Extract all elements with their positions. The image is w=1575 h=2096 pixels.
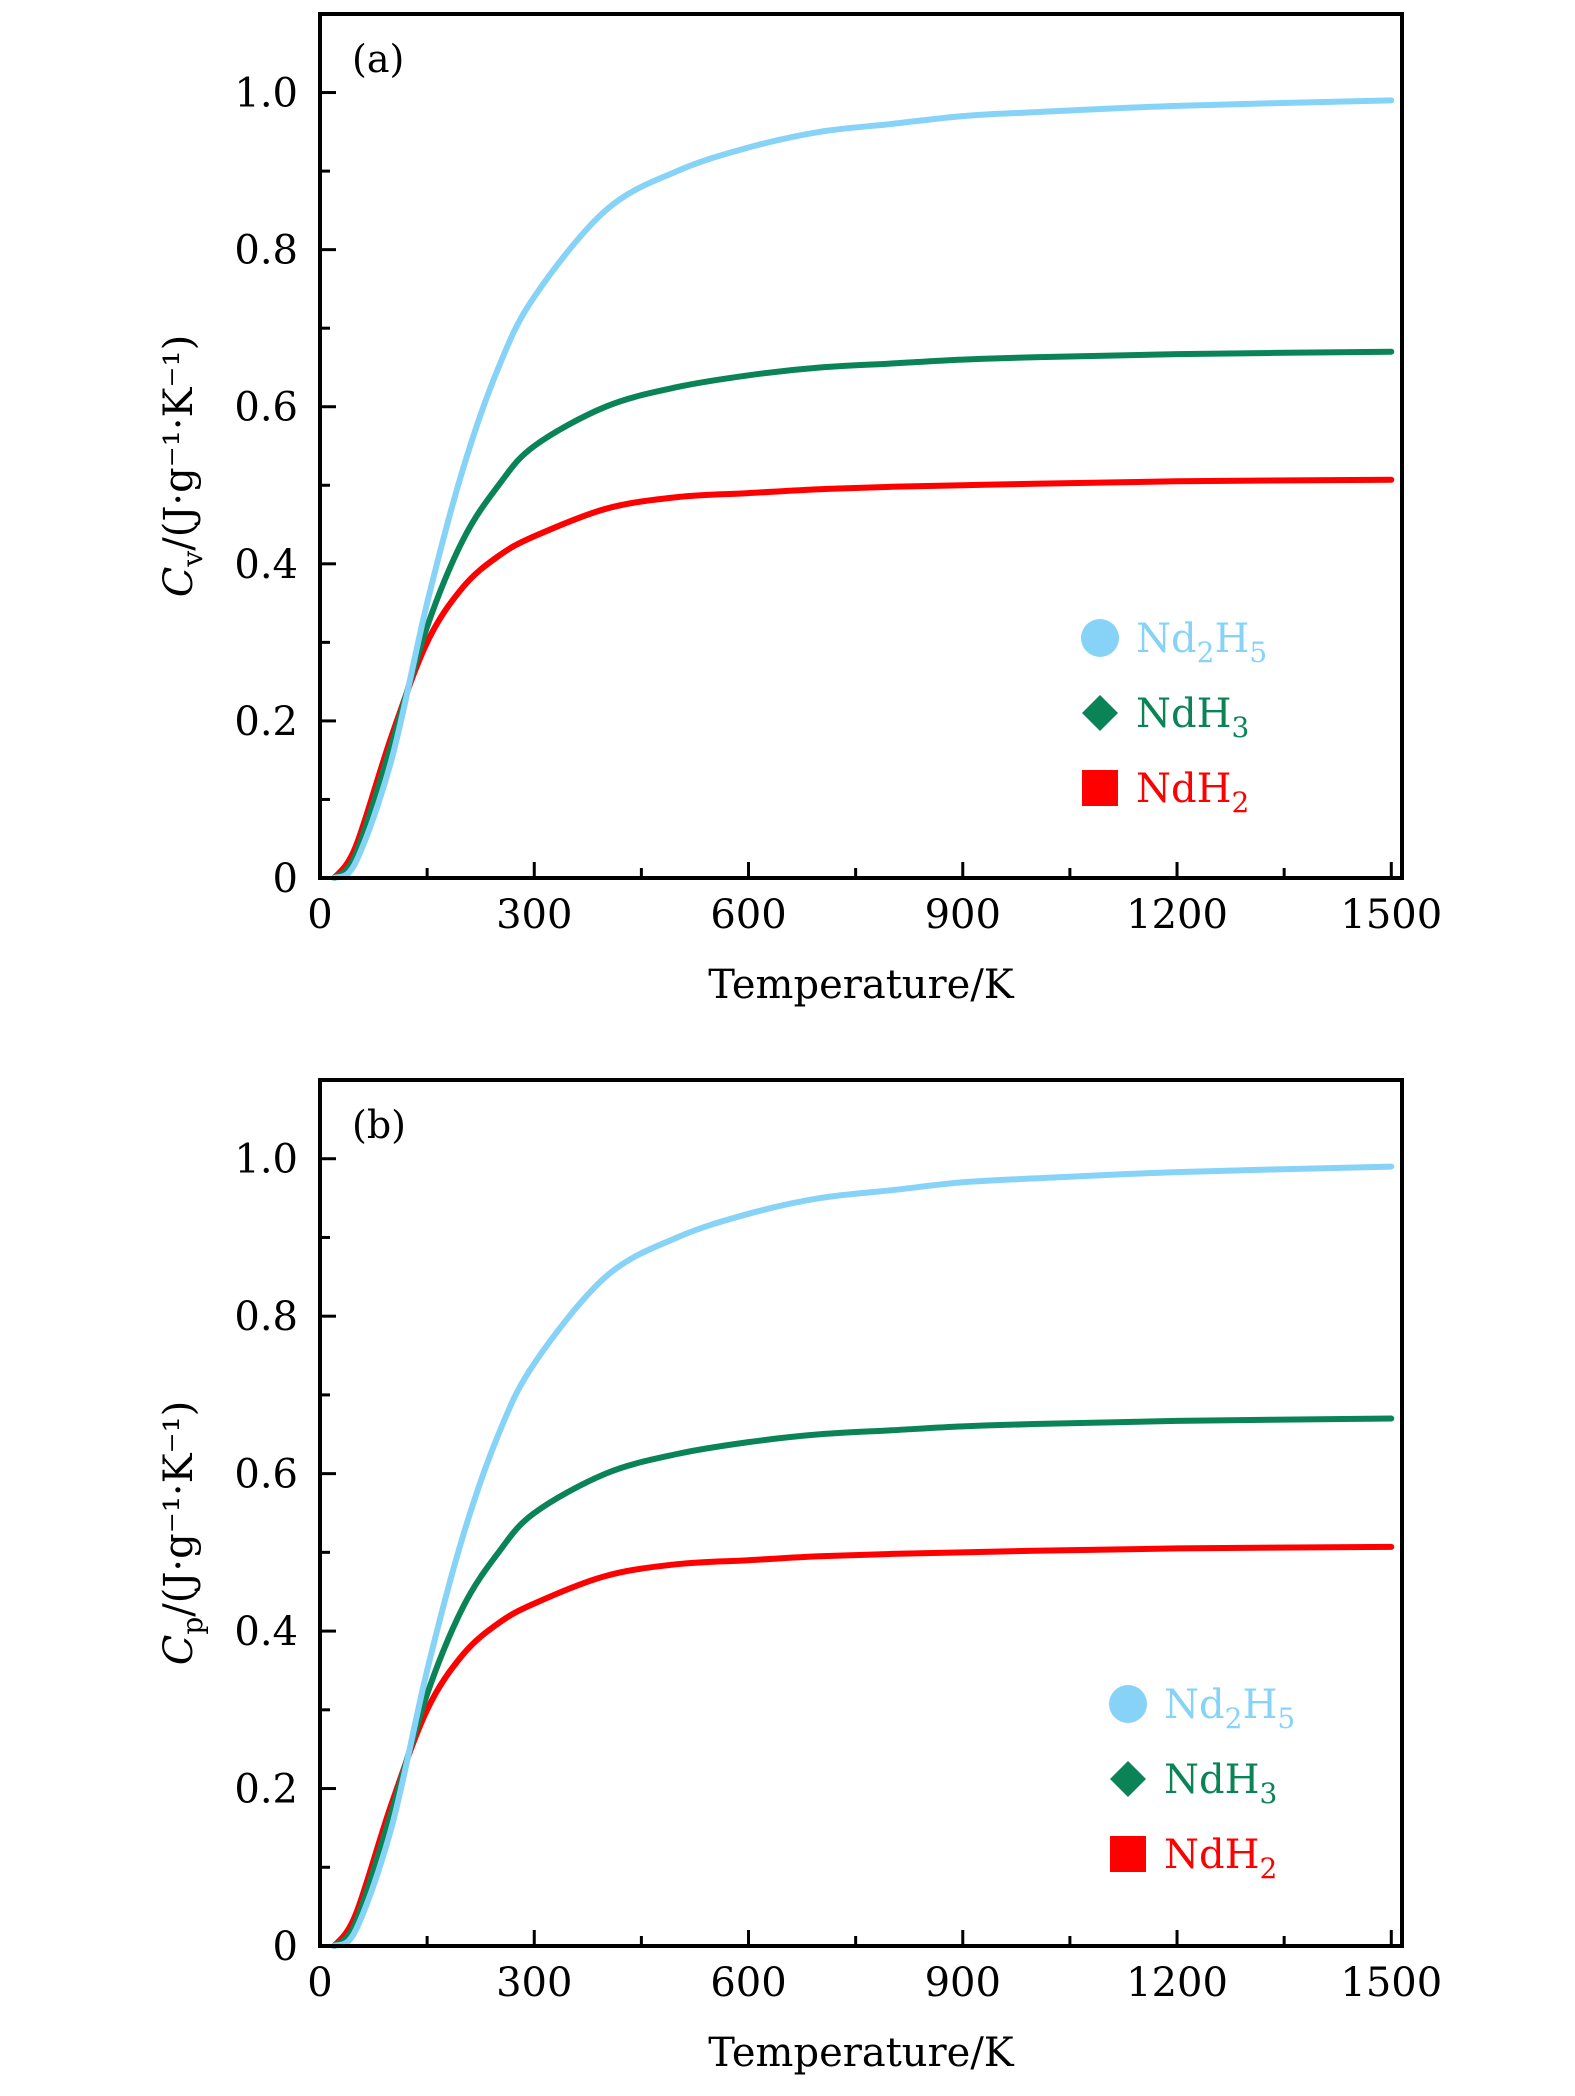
- y-tick-label: 0.6: [234, 385, 298, 431]
- legend-item-NdH3: NdH3: [1082, 691, 1249, 744]
- x-tick-label: 900: [925, 1960, 1001, 2006]
- legend-label: NdH3: [1164, 1757, 1277, 1810]
- square-marker-icon: [1082, 770, 1118, 806]
- diamond-marker-icon: [1082, 695, 1118, 731]
- legend: Nd2H5 NdH3 NdH2: [1109, 1682, 1295, 1885]
- x-tick-label: 600: [710, 892, 786, 938]
- x-tick-label: 900: [925, 892, 1001, 938]
- plot-frame: [318, 1078, 1404, 1948]
- legend-item-Nd2H5: Nd2H5: [1109, 1682, 1295, 1735]
- panel-label: (b): [352, 1103, 406, 1147]
- y-tick-label: 0.8: [234, 1294, 298, 1340]
- series-lines: [331, 1163, 1395, 1949]
- y-tick-label: 1.0: [234, 71, 298, 117]
- x-tick-label: 1500: [1340, 1960, 1442, 2006]
- circle-marker-icon: [1081, 619, 1119, 657]
- legend-item-NdH3: NdH3: [1110, 1757, 1277, 1810]
- x-axis-title: Temperature/K: [708, 962, 1015, 1008]
- y-axis-title: Cv/(J·g⁻¹·K⁻¹): [156, 335, 209, 597]
- y-tick-label: 0.6: [234, 1452, 298, 1498]
- y-axis-title: Cp/(J·g⁻¹·K⁻¹): [156, 1401, 209, 1665]
- y-tick-label: 0.2: [234, 1767, 298, 1813]
- y-tick-label: 0.4: [234, 542, 298, 588]
- legend-label: NdH2: [1136, 766, 1249, 819]
- legend-item-NdH2: NdH2: [1110, 1832, 1277, 1885]
- series-line-Nd2H5: [331, 1163, 1395, 1949]
- x-tick-label: 600: [710, 1960, 786, 2006]
- series-lines: [331, 97, 1395, 881]
- circle-marker-icon: [1109, 1685, 1147, 1723]
- legend-item-Nd2H5: Nd2H5: [1081, 616, 1267, 669]
- x-tick-label: 1500: [1340, 892, 1442, 938]
- y-tick-label: 0: [273, 856, 298, 902]
- diamond-marker-icon: [1110, 1761, 1146, 1797]
- legend-item-NdH2: NdH2: [1082, 766, 1249, 819]
- y-tick-label: 0.8: [234, 228, 298, 274]
- x-axis-title: Temperature/K: [708, 2030, 1015, 2076]
- x-tick-label: 0: [307, 892, 332, 938]
- legend-label: NdH2: [1164, 1832, 1277, 1885]
- legend-label: Nd2H5: [1164, 1682, 1295, 1735]
- x-tick-label: 1200: [1126, 892, 1228, 938]
- x-tick-label: 300: [496, 1960, 572, 2006]
- x-tick-label: 1200: [1126, 1960, 1228, 2006]
- series-line-NdH2: [331, 1543, 1395, 1949]
- panel-label: (a): [352, 37, 404, 81]
- y-tick-label: 1.0: [234, 1137, 298, 1183]
- y-tick-label: 0: [273, 1924, 298, 1970]
- chart-panel-b: 0 300 600 900 1200 1500 0 0.2 0.4 0.6 0.8 1.0 (b) Tem…: [156, 1078, 1442, 2076]
- legend-label: NdH3: [1136, 691, 1249, 744]
- plot-frame: [318, 12, 1404, 880]
- chart-panel-a: 0 300 600 900 1200 1500 0 0.2 0.4 0.6 0.8 1.0 (a) Tem…: [156, 12, 1442, 1008]
- y-tick-label: 0.2: [234, 699, 298, 745]
- x-tick-label: 0: [307, 1960, 332, 2006]
- legend-label: Nd2H5: [1136, 616, 1267, 669]
- series-line-Nd2H5: [331, 97, 1395, 881]
- x-tick-label: 300: [496, 892, 572, 938]
- y-tick-label: 0.4: [234, 1609, 298, 1655]
- legend: Nd2H5 NdH3 NdH2: [1081, 616, 1267, 819]
- square-marker-icon: [1110, 1836, 1146, 1872]
